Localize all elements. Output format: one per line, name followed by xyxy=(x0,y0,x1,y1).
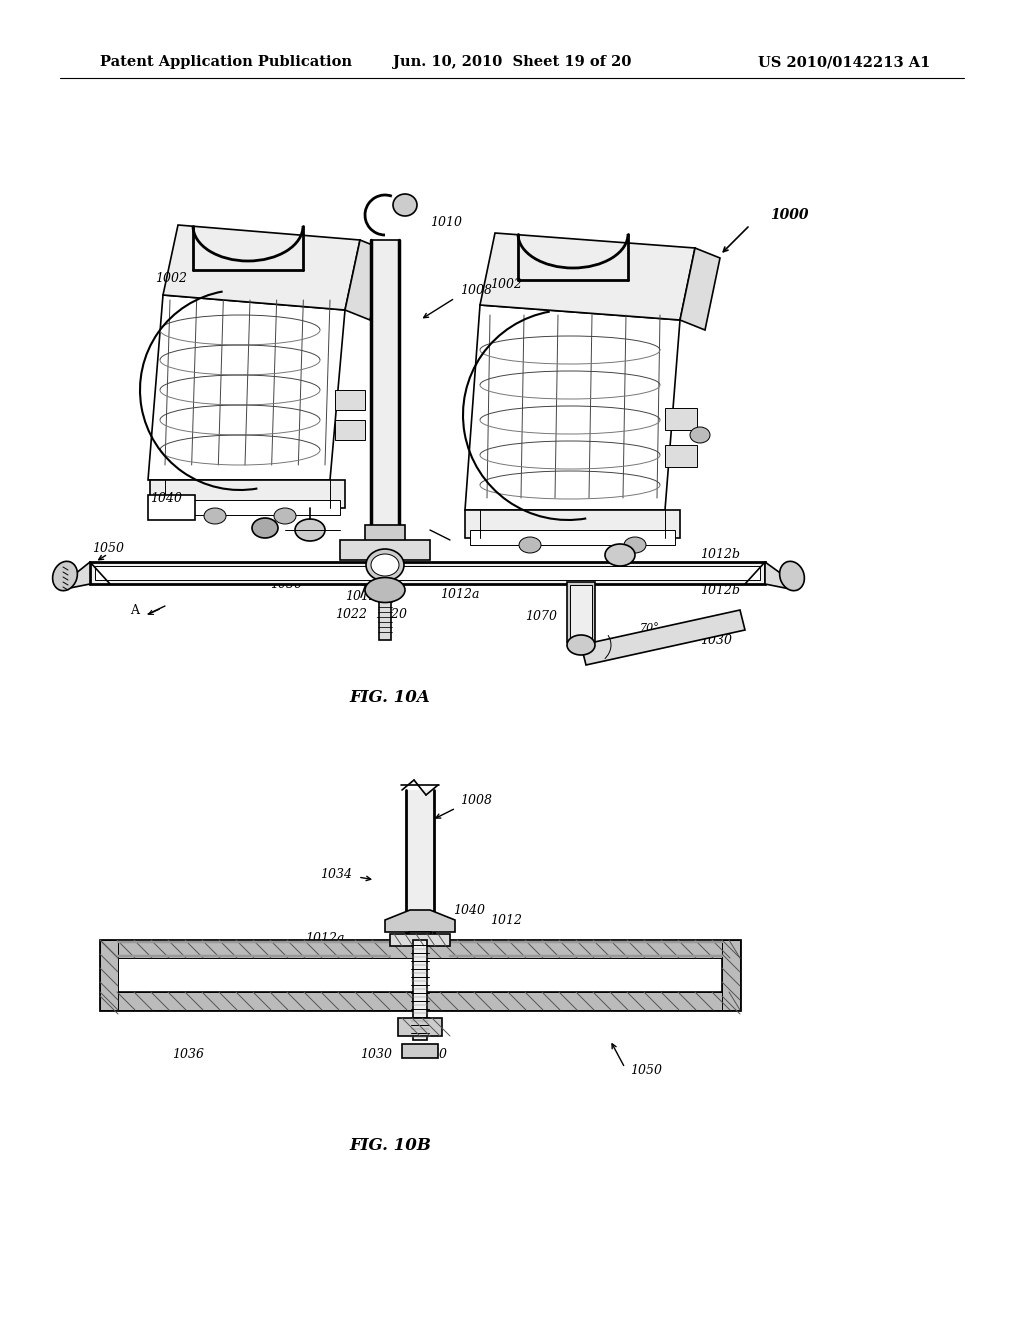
Bar xyxy=(665,408,697,430)
Polygon shape xyxy=(65,562,90,589)
Bar xyxy=(100,940,740,1010)
Text: A: A xyxy=(130,603,139,616)
Bar xyxy=(150,480,345,508)
Polygon shape xyxy=(765,562,790,589)
Ellipse shape xyxy=(624,537,646,553)
Text: 1030: 1030 xyxy=(360,1048,392,1061)
Ellipse shape xyxy=(365,578,406,602)
Text: 1036: 1036 xyxy=(172,1048,204,1061)
Text: 1008: 1008 xyxy=(460,793,492,807)
Ellipse shape xyxy=(274,508,296,524)
Ellipse shape xyxy=(295,519,325,541)
Text: Jun. 10, 2010  Sheet 19 of 20: Jun. 10, 2010 Sheet 19 of 20 xyxy=(393,55,631,69)
Text: 1070: 1070 xyxy=(525,610,557,623)
Text: FIG. 10B: FIG. 10B xyxy=(349,1137,431,1154)
Text: FIG. 10A: FIG. 10A xyxy=(349,689,430,706)
Polygon shape xyxy=(163,224,360,310)
Ellipse shape xyxy=(204,508,226,524)
Text: 1034: 1034 xyxy=(290,561,322,574)
Bar xyxy=(665,445,697,467)
Text: US 2010/0142213 A1: US 2010/0142213 A1 xyxy=(758,55,930,69)
Polygon shape xyxy=(385,909,455,932)
Polygon shape xyxy=(581,610,745,665)
Text: 1012a: 1012a xyxy=(305,932,344,945)
Text: 1030: 1030 xyxy=(700,634,732,647)
Polygon shape xyxy=(345,240,385,319)
Ellipse shape xyxy=(393,194,417,216)
Ellipse shape xyxy=(567,635,595,655)
Text: 1012: 1012 xyxy=(490,913,522,927)
Text: 1034: 1034 xyxy=(319,869,352,882)
Bar xyxy=(409,932,431,944)
Polygon shape xyxy=(148,294,345,480)
Polygon shape xyxy=(100,940,740,958)
Bar xyxy=(335,420,365,440)
Bar xyxy=(413,940,427,1040)
Polygon shape xyxy=(148,495,195,520)
Ellipse shape xyxy=(690,426,710,444)
Text: 1012a: 1012a xyxy=(440,589,479,602)
Bar xyxy=(465,510,680,539)
Bar xyxy=(379,601,391,640)
Ellipse shape xyxy=(366,549,404,581)
Bar xyxy=(372,240,399,540)
Text: 1050: 1050 xyxy=(630,1064,662,1077)
Bar xyxy=(95,566,760,579)
Bar xyxy=(90,562,765,583)
Polygon shape xyxy=(100,940,118,1010)
Bar xyxy=(567,582,595,642)
Ellipse shape xyxy=(605,544,635,566)
Text: 70°: 70° xyxy=(640,623,659,634)
Text: 1012: 1012 xyxy=(345,590,377,603)
Bar xyxy=(398,1018,442,1036)
Text: 1022: 1022 xyxy=(335,609,367,622)
Text: 1002: 1002 xyxy=(155,272,187,285)
Text: 1012b: 1012b xyxy=(700,549,740,561)
Bar xyxy=(335,389,365,411)
Text: 1010: 1010 xyxy=(430,215,462,228)
Polygon shape xyxy=(465,305,680,510)
Bar xyxy=(402,1044,438,1059)
Bar xyxy=(340,540,430,560)
Bar xyxy=(406,789,434,940)
Text: 1012b: 1012b xyxy=(490,945,530,958)
Text: 1012b: 1012b xyxy=(700,583,740,597)
Ellipse shape xyxy=(52,561,78,590)
Text: 1012b: 1012b xyxy=(305,945,345,958)
Ellipse shape xyxy=(519,537,541,553)
Bar xyxy=(470,531,675,545)
Ellipse shape xyxy=(779,561,805,590)
Ellipse shape xyxy=(252,517,278,539)
Text: 1020: 1020 xyxy=(375,609,407,622)
Polygon shape xyxy=(100,993,740,1010)
Text: Patent Application Publication: Patent Application Publication xyxy=(100,55,352,69)
Bar xyxy=(365,525,406,554)
Text: 1060: 1060 xyxy=(415,1048,447,1061)
Bar xyxy=(155,500,340,515)
Polygon shape xyxy=(722,940,740,1010)
Text: 1040: 1040 xyxy=(150,491,182,504)
Text: 1002: 1002 xyxy=(490,279,522,292)
Bar xyxy=(390,935,450,946)
Ellipse shape xyxy=(371,554,399,576)
Bar xyxy=(570,585,592,640)
Polygon shape xyxy=(480,234,695,319)
Polygon shape xyxy=(680,248,720,330)
Text: 1050: 1050 xyxy=(92,541,124,554)
Text: 1000: 1000 xyxy=(770,209,809,222)
Text: 1008: 1008 xyxy=(460,284,492,297)
Bar xyxy=(118,958,722,993)
Text: 1040: 1040 xyxy=(453,903,485,916)
Text: 1036: 1036 xyxy=(270,578,302,590)
